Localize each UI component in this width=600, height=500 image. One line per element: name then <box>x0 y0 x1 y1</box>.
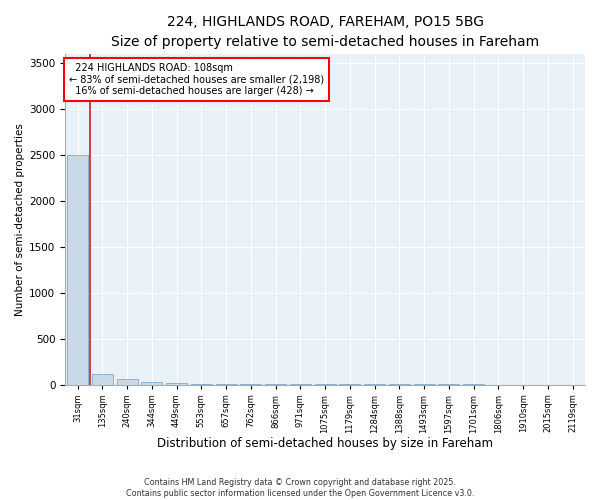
Bar <box>67 155 88 384</box>
Bar <box>92 374 113 384</box>
Bar <box>116 379 137 384</box>
Text: Contains HM Land Registry data © Crown copyright and database right 2025.
Contai: Contains HM Land Registry data © Crown c… <box>126 478 474 498</box>
Bar <box>141 382 163 384</box>
Title: 224, HIGHLANDS ROAD, FAREHAM, PO15 5BG
Size of property relative to semi-detache: 224, HIGHLANDS ROAD, FAREHAM, PO15 5BG S… <box>111 15 539 48</box>
X-axis label: Distribution of semi-detached houses by size in Fareham: Distribution of semi-detached houses by … <box>157 437 493 450</box>
Bar <box>166 383 187 384</box>
Y-axis label: Number of semi-detached properties: Number of semi-detached properties <box>15 123 25 316</box>
Text: 224 HIGHLANDS ROAD: 108sqm
← 83% of semi-detached houses are smaller (2,198)
  1: 224 HIGHLANDS ROAD: 108sqm ← 83% of semi… <box>69 63 324 96</box>
